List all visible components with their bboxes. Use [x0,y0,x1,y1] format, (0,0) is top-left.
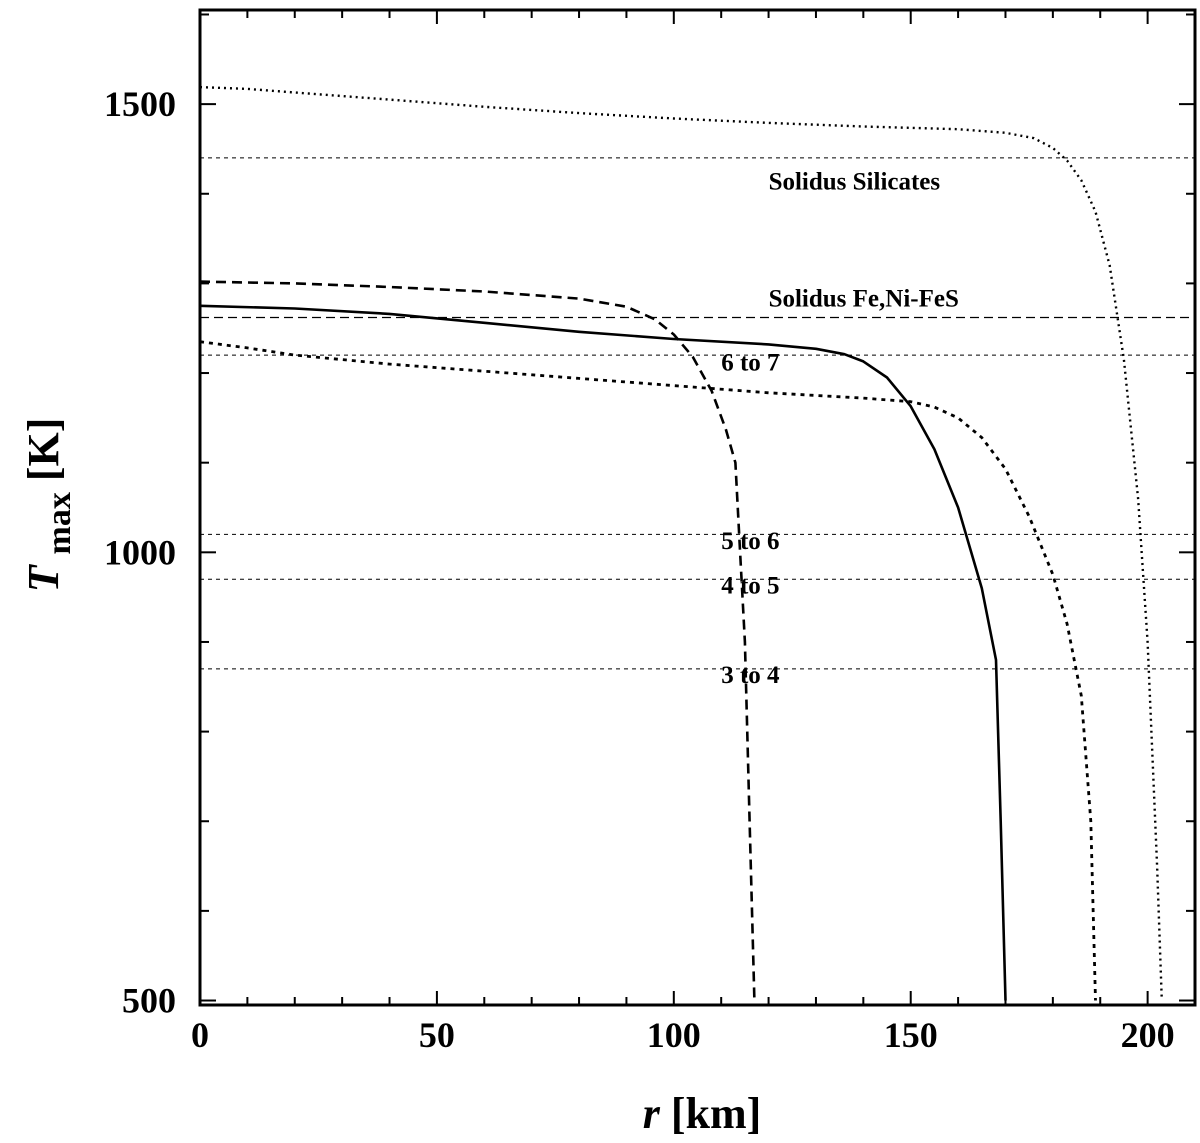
y-axis-label-unit: [K] [19,418,68,482]
series-line-0 [199,85,1163,1001]
x-axis-label-main: r [643,1089,661,1138]
series-line-2 [199,304,1007,1001]
data-series [199,85,1163,1001]
x-tick-label: 100 [647,1015,701,1055]
x-tick-label: 200 [1121,1015,1175,1055]
reference-label-1: Solidus Fe,Ni-FeS [769,286,959,313]
tick-labels: 0 50 100 150 200 500 1000 1500 [104,84,1175,1055]
series-line-1 [199,280,756,1001]
reference-label-2: 6 to 7 [721,349,779,376]
plot-frame [198,8,1197,1007]
y-axis-label-sub: max [41,492,78,554]
reference-label-4: 4 to 5 [721,573,779,600]
x-tick-label: 50 [419,1015,455,1055]
y-tick-label: 1500 [104,84,176,124]
reference-labels: Solidus Silicates Solidus Fe,Ni-FeS 6 to 7… [721,168,959,689]
y-tick-label: 1000 [104,532,176,572]
x-axis-label-unit: [km] [671,1089,761,1138]
y-axis-label: T max [K] [19,418,80,593]
reference-lines [200,157,1195,670]
reference-label-3: 5 to 6 [721,528,779,555]
series-line-3 [199,340,1097,1001]
reference-label-5: 3 to 4 [721,662,780,689]
x-axis-label: r [km] [643,1089,762,1138]
axis-ticks [199,10,1196,1005]
y-axis-label-main: T [19,563,68,592]
x-tick-label: 150 [884,1015,938,1055]
y-tick-label: 500 [122,981,176,1021]
reference-label-0: Solidus Silicates [769,168,941,195]
x-tick-label: 0 [191,1015,209,1055]
